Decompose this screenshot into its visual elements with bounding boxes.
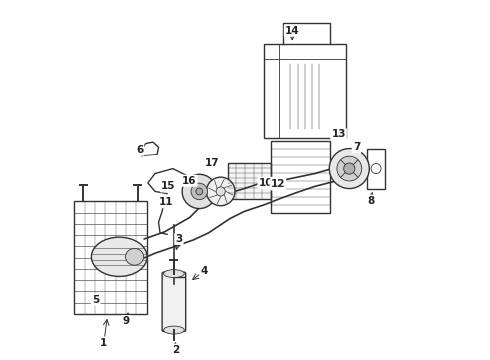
Circle shape [337, 156, 362, 181]
Circle shape [182, 174, 217, 208]
Text: 5: 5 [92, 295, 99, 305]
Text: 15: 15 [161, 181, 175, 192]
Bar [264, 44, 346, 138]
Text: 8: 8 [367, 196, 374, 206]
Text: 10: 10 [258, 178, 273, 188]
Bar [228, 163, 270, 199]
Circle shape [206, 177, 235, 206]
Text: 1: 1 [100, 338, 107, 347]
Circle shape [329, 149, 369, 189]
Bar [270, 141, 330, 213]
Bar [367, 149, 385, 189]
Circle shape [216, 187, 225, 196]
Circle shape [343, 163, 355, 174]
Text: 12: 12 [270, 179, 285, 189]
FancyBboxPatch shape [162, 272, 186, 332]
Text: 14: 14 [285, 26, 299, 36]
Text: 2: 2 [172, 345, 179, 355]
Ellipse shape [164, 326, 184, 334]
Text: 3: 3 [175, 234, 183, 244]
Text: 13: 13 [331, 129, 346, 139]
Bar [74, 202, 147, 314]
Text: 11: 11 [158, 197, 173, 207]
Text: 16: 16 [182, 176, 196, 186]
Text: 6: 6 [136, 145, 143, 155]
Text: 9: 9 [123, 316, 130, 326]
Text: 4: 4 [200, 266, 208, 276]
Ellipse shape [164, 270, 184, 278]
Circle shape [191, 183, 207, 200]
Ellipse shape [92, 237, 147, 276]
Text: 7: 7 [353, 142, 360, 152]
Text: 17: 17 [205, 158, 220, 168]
Ellipse shape [125, 248, 144, 265]
Circle shape [196, 188, 203, 195]
